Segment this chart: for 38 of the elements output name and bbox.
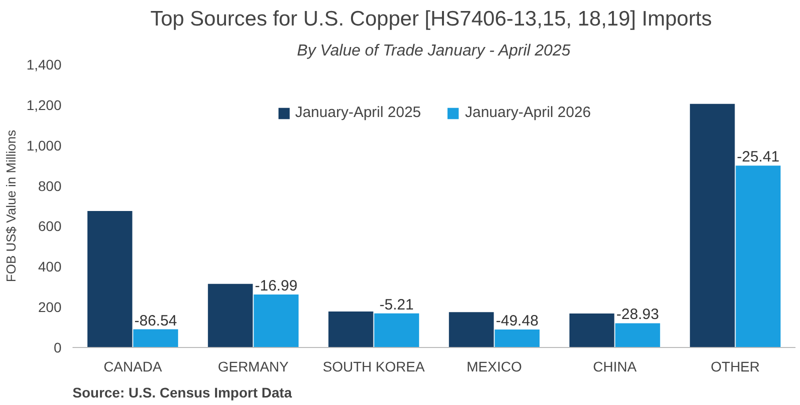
annotation: -49.48 bbox=[496, 312, 538, 330]
source-note: Source: U.S. Census Import Data bbox=[72, 384, 292, 400]
y-tick-label: 600 bbox=[38, 218, 62, 234]
bar bbox=[448, 312, 494, 348]
legend-label: January-April 2025 bbox=[295, 104, 421, 121]
chart-title: Top Sources for U.S. Copper [HS7406-13,15, 18,19] Imports bbox=[150, 8, 712, 30]
bar bbox=[328, 312, 374, 348]
y-tick-label: 0 bbox=[54, 340, 62, 356]
bar bbox=[374, 313, 420, 348]
y-axis-title: FOB US$ Value in Millions bbox=[3, 129, 18, 282]
bar bbox=[690, 104, 735, 348]
y-tick-label: 200 bbox=[38, 299, 62, 316]
legend-label: January-April 2026 bbox=[465, 104, 591, 121]
bar bbox=[208, 284, 253, 348]
bar bbox=[494, 330, 540, 348]
bar bbox=[254, 294, 299, 348]
annotation: -28.93 bbox=[616, 306, 659, 324]
bar bbox=[569, 314, 614, 348]
x-tick-label: OTHER bbox=[710, 358, 760, 374]
x-tick-label: GERMANY bbox=[218, 358, 290, 374]
chart-subtitle: By Value of Trade January - April 2025 bbox=[297, 42, 570, 60]
bar bbox=[87, 211, 132, 348]
annotation: -16.99 bbox=[254, 278, 298, 295]
x-tick-label: CANADA bbox=[104, 358, 163, 374]
y-tick-label: 1,400 bbox=[26, 56, 62, 72]
bar bbox=[615, 323, 660, 348]
y-tick-label: 800 bbox=[38, 178, 62, 194]
x-tick-label: CHINA bbox=[592, 358, 638, 374]
annotation: -5.21 bbox=[380, 296, 414, 314]
x-tick-label: SOUTH KOREA bbox=[322, 358, 426, 374]
annotation: -86.54 bbox=[134, 312, 177, 330]
bar bbox=[133, 329, 178, 348]
y-tick-label: 1,200 bbox=[26, 96, 62, 113]
y-tick-label: 1,000 bbox=[26, 137, 62, 154]
annotation: -25.41 bbox=[736, 148, 780, 166]
x-tick-label: MEXICO bbox=[466, 358, 522, 374]
y-tick-label: 400 bbox=[38, 258, 62, 275]
bar bbox=[736, 166, 781, 348]
